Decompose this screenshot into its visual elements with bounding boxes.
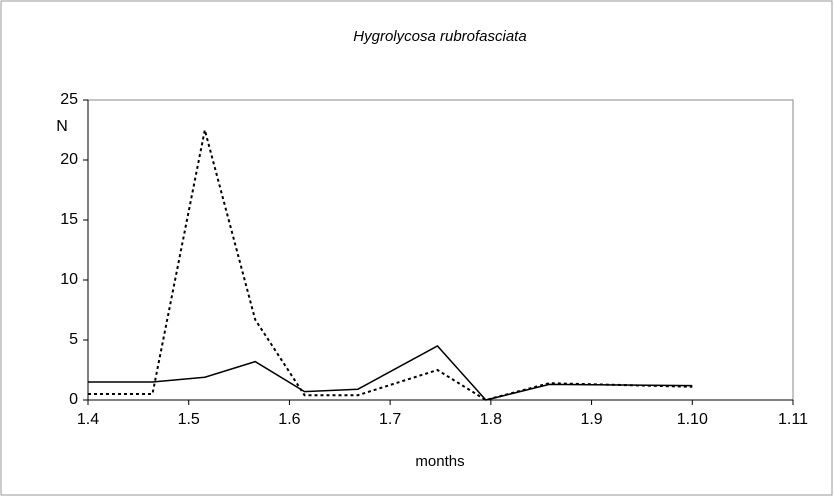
y-axis-label: N bbox=[56, 118, 68, 135]
x-tick-label: 1.7 bbox=[379, 411, 401, 428]
x-tick-label: 1.4 bbox=[77, 411, 99, 428]
series-line bbox=[88, 129, 693, 402]
y-tick-label: 15 bbox=[60, 211, 78, 228]
x-tick-label: 1.10 bbox=[677, 411, 708, 428]
y-tick-label: 0 bbox=[69, 391, 78, 408]
x-tick-label: 1.5 bbox=[178, 411, 200, 428]
x-axis-label: months bbox=[415, 453, 464, 470]
y-tick-label: 10 bbox=[60, 271, 78, 288]
chart-title: Hygrolycosa rubrofasciata bbox=[353, 28, 526, 45]
y-tick-label: 25 bbox=[60, 91, 78, 108]
x-tick-label: 1.6 bbox=[278, 411, 300, 428]
x-tick-label: 1.9 bbox=[580, 411, 602, 428]
y-tick-label: 5 bbox=[69, 331, 78, 348]
x-tick-label: 1.11 bbox=[778, 411, 808, 428]
y-tick-label: 20 bbox=[60, 151, 78, 168]
x-tick-label: 1.8 bbox=[480, 411, 502, 428]
